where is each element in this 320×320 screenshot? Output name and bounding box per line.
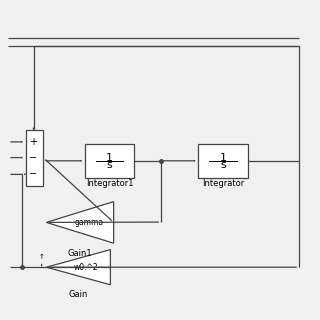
Text: Gain: Gain — [69, 290, 88, 299]
Bar — [26, 130, 43, 186]
Bar — [198, 144, 248, 178]
Text: 1: 1 — [220, 153, 227, 163]
Bar — [85, 144, 134, 178]
Text: Integrator1: Integrator1 — [86, 179, 133, 188]
Text: w0.^2: w0.^2 — [74, 263, 99, 272]
Text: s: s — [107, 160, 112, 170]
Text: 1: 1 — [106, 153, 113, 163]
Text: ↑: ↑ — [39, 254, 44, 260]
Text: −: − — [29, 153, 37, 163]
Text: Gain1: Gain1 — [68, 249, 92, 258]
Text: Integrator: Integrator — [202, 179, 244, 188]
Polygon shape — [46, 250, 110, 285]
Polygon shape — [46, 202, 114, 243]
Text: +: + — [29, 137, 37, 147]
Text: gamma: gamma — [75, 218, 104, 227]
Text: s: s — [220, 160, 226, 170]
Text: −: − — [29, 169, 37, 180]
